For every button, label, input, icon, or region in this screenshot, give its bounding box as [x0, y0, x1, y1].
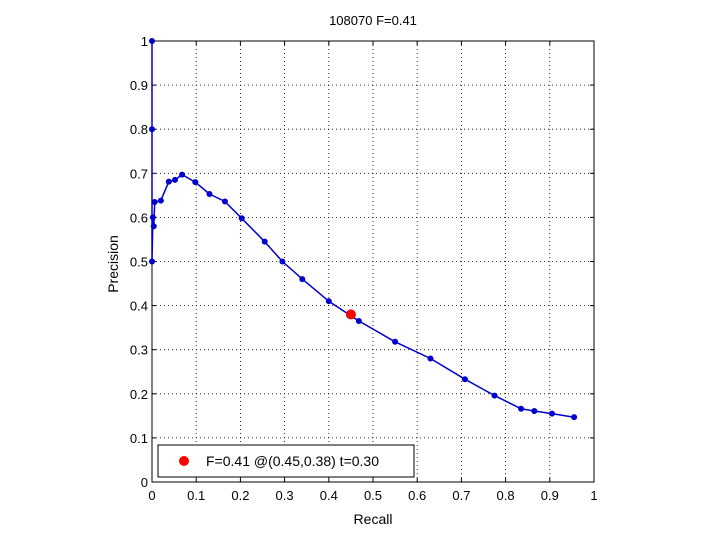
x-tick-label: 0.6: [408, 488, 426, 503]
series-point: [149, 126, 155, 133]
series-point: [355, 318, 362, 325]
series-point: [571, 414, 578, 421]
y-tick-label: 0.5: [130, 255, 148, 270]
x-tick-label: 0.1: [187, 488, 205, 503]
x-axis-label: Recall: [354, 511, 393, 527]
series-point: [427, 355, 434, 362]
y-tick-label: 0.2: [130, 387, 148, 402]
series-point: [299, 276, 306, 283]
chart-title: 108070 F=0.41: [329, 13, 417, 28]
x-tick-label: 0.3: [276, 488, 294, 503]
series-point: [206, 191, 213, 198]
series-point: [261, 238, 268, 245]
best-f-point: [345, 309, 356, 320]
y-tick-label: 0.3: [130, 343, 148, 358]
x-tick-label: 0.4: [320, 488, 338, 503]
x-tick-label: 0.8: [497, 488, 515, 503]
series-point: [192, 179, 199, 186]
legend-marker: [179, 456, 189, 466]
y-tick-label: 0.8: [130, 122, 148, 137]
series-point: [149, 214, 156, 221]
legend-label: F=0.41 @(0.45,0.38) t=0.30: [206, 453, 379, 469]
series-point: [221, 198, 228, 205]
x-tick-label: 0.9: [541, 488, 559, 503]
series-layer: [149, 38, 578, 421]
highlight-layer: [345, 309, 356, 320]
series-point: [151, 198, 158, 205]
y-tick-label: 0.6: [130, 210, 148, 225]
series-point: [149, 258, 155, 265]
series-point: [149, 38, 155, 44]
series-point: [171, 176, 178, 183]
series-point: [518, 405, 525, 412]
x-tick-label: 0.7: [452, 488, 470, 503]
series-point: [157, 197, 164, 204]
y-tick-labels: 0 0.1 0.2 0.3 0.4 0.5 0.6 0.7 0.8 0.9 1: [130, 34, 148, 490]
y-tick-label: 0.7: [130, 166, 148, 181]
series-point: [461, 376, 468, 383]
series-point: [279, 258, 286, 265]
y-tick-label: 0.4: [130, 299, 148, 314]
series-point: [325, 298, 332, 305]
y-tick-label: 0.9: [130, 78, 148, 93]
legend: F=0.41 @(0.45,0.38) t=0.30: [157, 444, 415, 478]
series-point: [531, 407, 538, 414]
x-tick-label: 0.5: [364, 488, 382, 503]
series-point: [238, 215, 245, 222]
y-axis-label: Precision: [105, 235, 121, 293]
grid-lines: [152, 41, 594, 482]
x-tick-label: 0: [148, 488, 155, 503]
series-point: [392, 338, 399, 345]
series-point: [491, 392, 498, 399]
x-tick-label: 1: [590, 488, 597, 503]
y-tick-label: 1: [141, 34, 148, 49]
series-point: [549, 410, 556, 417]
series-point: [179, 171, 186, 178]
series-point: [165, 178, 172, 185]
series-point: [150, 223, 157, 230]
x-tick-label: 0.2: [231, 488, 249, 503]
y-tick-label: 0.1: [130, 431, 148, 446]
y-tick-label: 0: [141, 475, 148, 490]
x-tick-labels: 0 0.1 0.2 0.3 0.4 0.5 0.6 0.7 0.8 0.9 1: [148, 488, 597, 503]
legend-box: [157, 444, 415, 478]
